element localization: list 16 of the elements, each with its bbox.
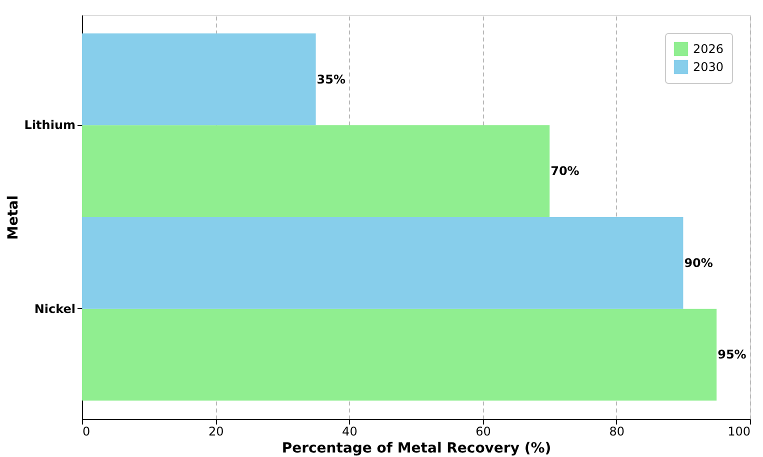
y-tick-label: Nickel [34,302,76,316]
data-label: 90% [684,256,713,270]
x-tick-label: 80 [609,424,625,438]
x-tick-label: 0 [82,424,90,438]
data-label: 95% [718,348,746,362]
x-tick-label: 40 [342,424,358,438]
x-tick-label: 100 [728,424,750,438]
data-label: 35% [316,72,346,86]
x-axis-title: Percentage of Metal Recovery (%) [282,440,552,456]
legend-label: 2030 [693,60,724,74]
x-tick-label: 20 [208,424,224,438]
data-label: 70% [550,164,580,178]
x-tick-label: 60 [476,424,491,438]
y-axis-title: Metal [5,195,22,240]
y-tick-label: Lithium [24,118,76,132]
legend-label: 2026 [693,42,724,56]
